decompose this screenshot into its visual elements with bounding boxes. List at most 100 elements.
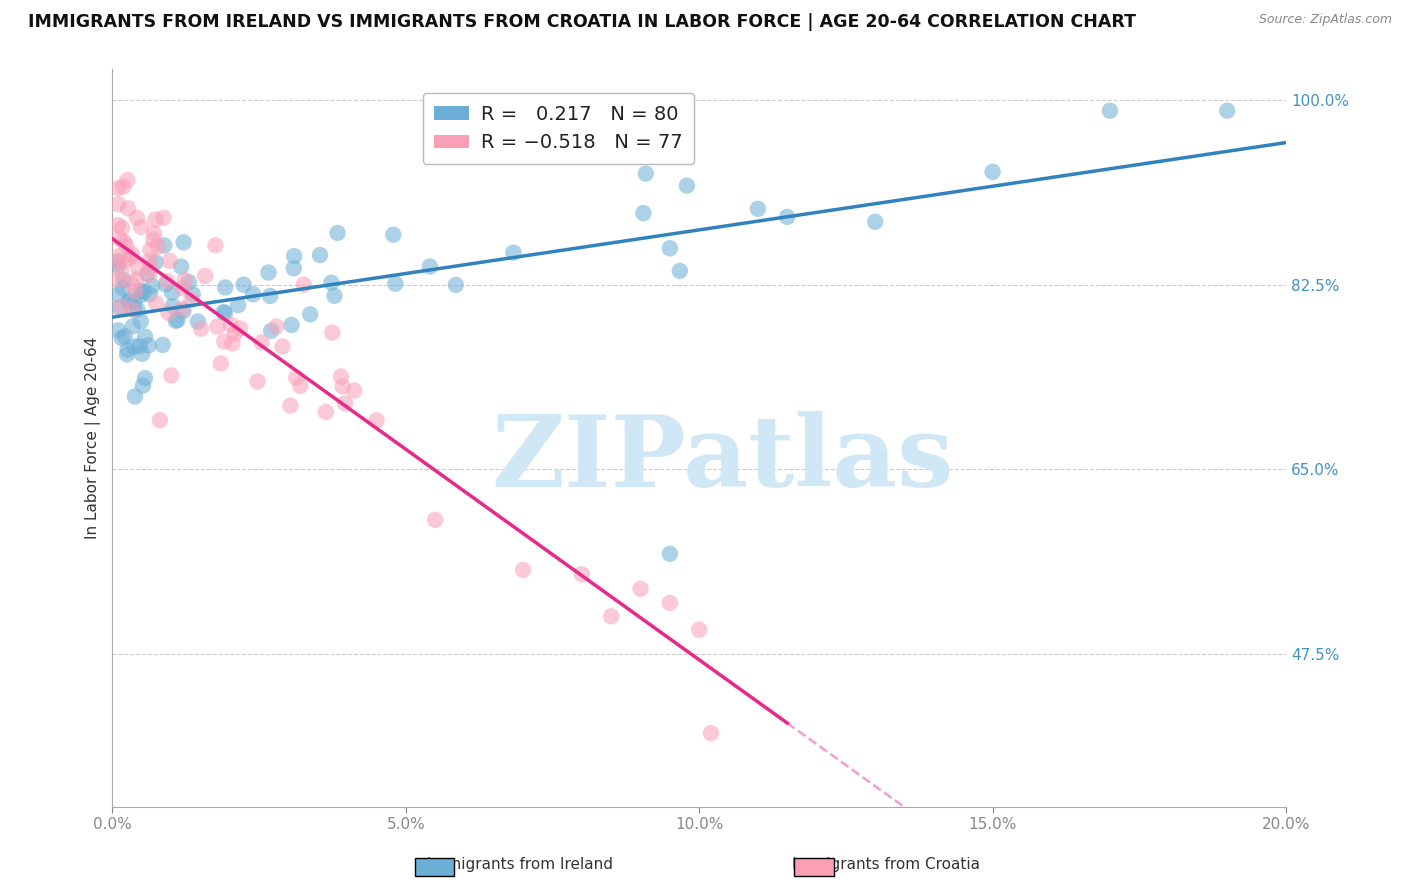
Point	[124, 285, 146, 299]
Point	[152, 211, 174, 225]
Point	[120, 277, 142, 291]
Point	[747, 202, 769, 216]
Point	[139, 243, 162, 257]
Point	[107, 218, 129, 232]
Point	[166, 313, 188, 327]
Point	[134, 371, 156, 385]
Point	[209, 356, 232, 370]
Point	[129, 288, 152, 302]
Point	[134, 329, 156, 343]
Point	[326, 226, 349, 240]
Point	[112, 179, 135, 194]
Point	[121, 247, 143, 261]
Point	[107, 323, 129, 337]
Point	[271, 340, 294, 354]
Point	[114, 253, 136, 268]
Point	[190, 322, 212, 336]
Point	[117, 173, 139, 187]
Point	[131, 347, 153, 361]
Point	[129, 284, 152, 298]
Point	[232, 277, 254, 292]
Text: ZIPatlas: ZIPatlas	[492, 411, 953, 508]
Point	[266, 319, 288, 334]
Point	[226, 298, 249, 312]
Point	[129, 219, 152, 234]
Point	[152, 338, 174, 352]
Point	[688, 623, 710, 637]
Point	[115, 347, 138, 361]
Point	[132, 285, 155, 299]
Point	[630, 582, 652, 596]
Point	[212, 334, 235, 349]
Point	[122, 295, 145, 310]
Point	[114, 329, 136, 343]
Point	[177, 275, 200, 289]
Point	[138, 253, 160, 268]
Point	[121, 319, 143, 334]
Point	[124, 339, 146, 353]
Point	[141, 279, 163, 293]
Point	[111, 331, 134, 345]
Point	[165, 314, 187, 328]
Point	[1098, 103, 1121, 118]
Point	[444, 277, 467, 292]
Point	[321, 326, 343, 340]
Point	[132, 378, 155, 392]
Point	[669, 264, 692, 278]
Point	[776, 210, 799, 224]
Point	[257, 266, 280, 280]
Point	[108, 232, 131, 246]
Point	[149, 413, 172, 427]
Point	[260, 324, 283, 338]
Point	[283, 249, 305, 263]
Point	[145, 296, 167, 310]
Point	[121, 302, 143, 317]
Point	[112, 273, 135, 287]
Point	[110, 265, 132, 279]
Point	[160, 285, 183, 300]
Point	[512, 563, 534, 577]
Point	[107, 254, 129, 268]
Point	[160, 368, 183, 383]
Point	[138, 338, 160, 352]
Point	[122, 302, 145, 317]
Point	[221, 336, 243, 351]
Point	[634, 167, 657, 181]
Point	[285, 370, 308, 384]
Point	[172, 301, 194, 316]
Point	[194, 268, 217, 283]
Point	[108, 273, 131, 287]
Point	[321, 276, 343, 290]
Point	[172, 303, 194, 318]
Point	[658, 596, 681, 610]
Point	[280, 318, 302, 332]
Point	[159, 253, 181, 268]
Point	[309, 248, 332, 262]
Point	[658, 547, 681, 561]
Point	[259, 289, 281, 303]
Point	[107, 255, 129, 269]
Point	[224, 326, 246, 341]
Point	[246, 375, 269, 389]
Point	[127, 302, 149, 317]
Point	[332, 379, 354, 393]
Point	[110, 300, 132, 314]
Point	[600, 609, 623, 624]
Point	[366, 413, 388, 427]
Point	[111, 221, 134, 235]
Point	[129, 314, 152, 328]
Point	[292, 277, 315, 292]
Point	[124, 390, 146, 404]
Point	[419, 260, 441, 274]
Point	[333, 396, 356, 410]
Point	[112, 281, 135, 295]
Point	[157, 306, 180, 320]
Point	[127, 260, 149, 275]
Point	[173, 235, 195, 250]
Point	[502, 245, 524, 260]
Point	[117, 294, 139, 309]
Point	[117, 202, 139, 216]
Point	[283, 261, 305, 276]
Point	[229, 321, 252, 335]
Legend: R =   0.217   N = 80, R = −0.518   N = 77: R = 0.217 N = 80, R = −0.518 N = 77	[423, 93, 695, 164]
